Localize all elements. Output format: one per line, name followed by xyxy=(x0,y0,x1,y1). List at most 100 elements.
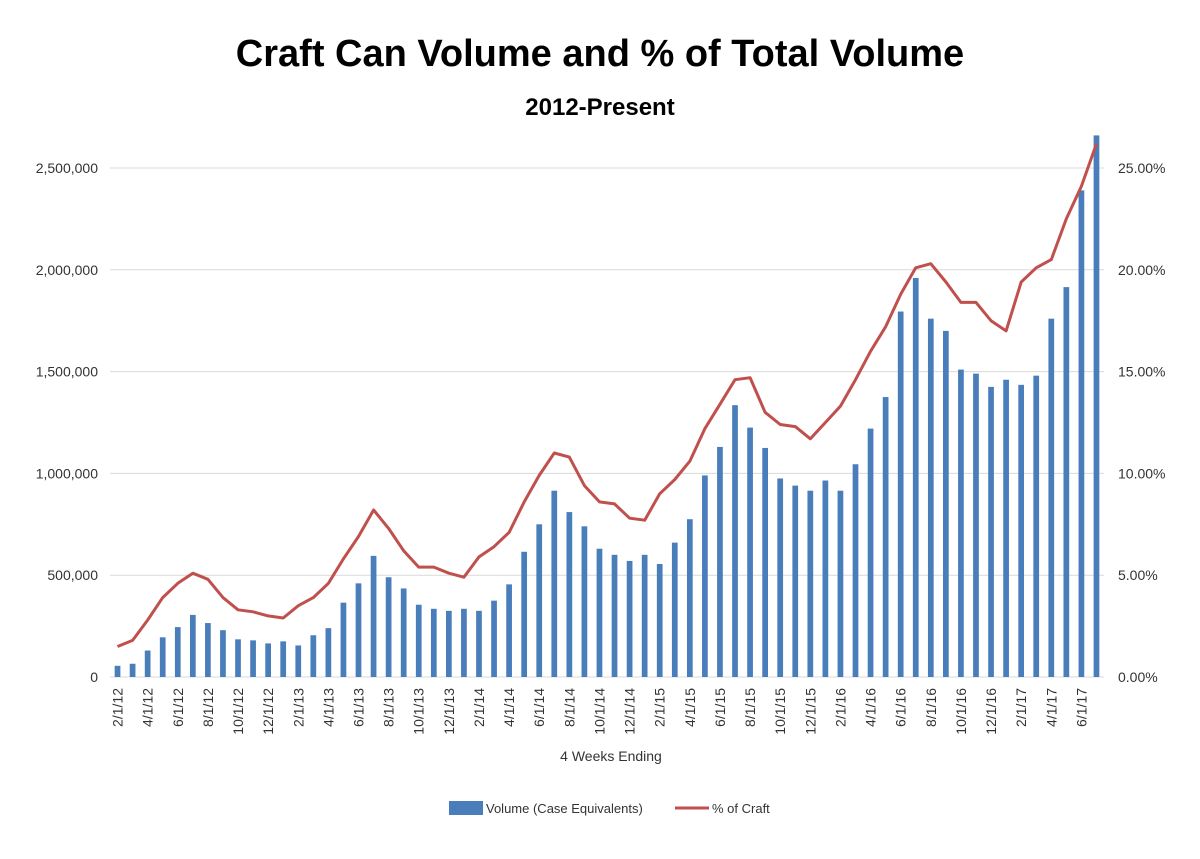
legend-label-volume: Volume (Case Equivalents) xyxy=(486,801,643,816)
x-tick-label: 4/1/17 xyxy=(1043,688,1059,727)
volume-bar xyxy=(897,311,904,677)
volume-bar xyxy=(355,583,362,677)
x-tick-label: 6/1/12 xyxy=(170,688,186,727)
volume-bar xyxy=(220,630,226,677)
left-tick-label: 2,500,000 xyxy=(36,160,98,176)
x-tick-label: 10/1/15 xyxy=(772,688,788,735)
volume-bar xyxy=(641,554,648,677)
volume-bar xyxy=(265,643,271,677)
x-tick-label: 2/1/12 xyxy=(110,688,126,727)
volume-bar xyxy=(988,386,994,677)
x-tick-label: 12/1/16 xyxy=(983,688,999,735)
volume-bar xyxy=(295,645,302,677)
x-tick-label: 6/1/13 xyxy=(351,688,367,727)
right-tick-label: 25.00% xyxy=(1118,160,1165,176)
volume-bar xyxy=(1003,379,1009,677)
volume-bar xyxy=(114,665,121,677)
x-tick-label: 12/1/14 xyxy=(622,688,638,735)
legend-swatch-volume xyxy=(449,801,483,815)
left-tick-label: 0 xyxy=(90,669,98,685)
volume-bar xyxy=(837,490,844,677)
left-axis: 0 500,000 1,000,000 1,500,000 2,000,000 2,500… xyxy=(36,160,99,685)
craft-percent-line xyxy=(116,143,1098,648)
volume-bar xyxy=(144,650,151,677)
right-tick-label: 10.00% xyxy=(1118,465,1165,481)
volume-bar xyxy=(717,446,723,677)
volume-bar xyxy=(807,490,814,677)
volume-bars xyxy=(114,135,1100,677)
volume-bar xyxy=(521,551,528,677)
volume-bar xyxy=(1078,190,1085,677)
x-tick-label: 2/1/17 xyxy=(1013,688,1029,727)
volume-bar xyxy=(506,584,512,677)
volume-bar xyxy=(912,277,919,677)
x-tick-label: 2/1/13 xyxy=(290,688,306,727)
volume-bar xyxy=(973,373,979,677)
volume-bar xyxy=(581,526,588,677)
volume-bar xyxy=(1048,318,1055,677)
x-tick-label: 12/1/13 xyxy=(441,688,457,735)
volume-bar xyxy=(852,464,859,677)
x-tick-label: 2/1/16 xyxy=(832,688,848,727)
x-tick-label: 4/1/16 xyxy=(863,688,879,727)
volume-bar xyxy=(943,330,949,677)
volume-bar xyxy=(762,447,768,677)
volume-bar xyxy=(671,542,678,677)
x-axis-label: 4 Weeks Ending xyxy=(560,748,662,764)
right-tick-label: 20.00% xyxy=(1118,262,1165,278)
x-tick-label: 8/1/16 xyxy=(923,688,939,727)
x-tick-label: 8/1/15 xyxy=(742,688,758,727)
x-tick-label: 6/1/16 xyxy=(893,688,909,727)
chart-title: Craft Can Volume and % of Total Volume xyxy=(235,33,965,75)
volume-bar xyxy=(325,628,332,677)
left-tick-label: 500,000 xyxy=(47,567,98,583)
volume-bar xyxy=(686,519,693,677)
volume-bar xyxy=(536,524,543,677)
x-tick-label: 10/1/14 xyxy=(592,688,608,735)
volume-bar xyxy=(822,480,829,677)
volume-bar xyxy=(1063,287,1070,677)
volume-bar xyxy=(476,610,482,677)
volume-bar xyxy=(882,397,889,677)
x-tick-label: 10/1/13 xyxy=(411,688,427,735)
volume-bar xyxy=(777,478,784,677)
legend-label-craft: % of Craft xyxy=(712,801,770,816)
volume-bar xyxy=(415,604,422,677)
volume-bar xyxy=(370,555,377,677)
volume-bar xyxy=(596,548,603,677)
volume-bar xyxy=(747,427,753,677)
volume-bar xyxy=(189,614,196,677)
volume-bar xyxy=(280,641,287,677)
volume-bar xyxy=(205,623,211,677)
x-tick-label: 12/1/12 xyxy=(260,688,276,735)
gridlines xyxy=(110,167,1104,678)
volume-bar xyxy=(400,588,407,677)
right-tick-label: 5.00% xyxy=(1118,567,1158,583)
x-tick-label: 10/1/12 xyxy=(230,688,246,735)
x-tick-label: 4/1/12 xyxy=(140,688,156,727)
volume-bar xyxy=(491,600,497,677)
x-tick-label: 4/1/13 xyxy=(320,688,336,727)
volume-bar xyxy=(958,369,964,677)
right-tick-label: 15.00% xyxy=(1118,364,1165,380)
volume-bar xyxy=(310,635,317,677)
volume-bar xyxy=(732,405,738,677)
volume-bar xyxy=(446,610,452,677)
volume-bar xyxy=(385,577,392,677)
volume-bar xyxy=(702,475,708,677)
x-tick-label: 8/1/12 xyxy=(200,688,216,727)
x-tick-label: 8/1/14 xyxy=(561,688,577,727)
volume-bar xyxy=(626,560,633,677)
volume-bar xyxy=(1093,135,1100,677)
x-tick-label: 10/1/16 xyxy=(953,688,969,735)
volume-bar xyxy=(566,512,573,677)
craft-percent-series xyxy=(116,143,1098,648)
x-tick-label: 2/1/15 xyxy=(652,688,668,727)
volume-bar xyxy=(340,602,347,677)
x-tick-label: 6/1/17 xyxy=(1073,688,1089,727)
x-tick-label: 12/1/15 xyxy=(802,688,818,735)
left-tick-label: 1,000,000 xyxy=(36,465,98,481)
legend: Volume (Case Equivalents) % of Craft xyxy=(449,801,770,816)
volume-bar xyxy=(927,318,934,677)
